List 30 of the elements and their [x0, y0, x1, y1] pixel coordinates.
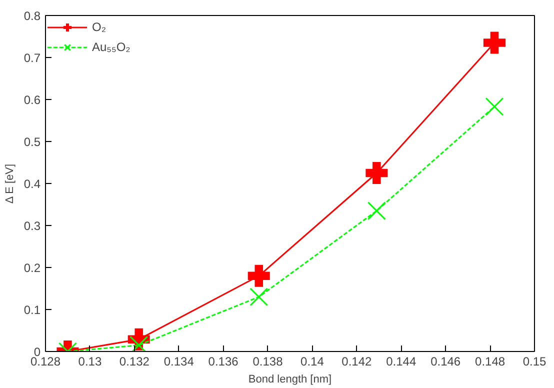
x-tick-label: 0.136: [208, 354, 239, 368]
x-axis-title: Bond length [nm]: [248, 374, 332, 386]
x-tick-label: 0.13: [78, 354, 102, 368]
x-tick-label: 0.138: [252, 354, 284, 368]
legend-label: O₂: [92, 20, 107, 34]
x-tick-label: 0.146: [430, 354, 461, 368]
y-tick-label: 0.4: [24, 177, 41, 191]
x-tick-label: 0.128: [30, 354, 61, 368]
x-tick-label: 0.132: [119, 354, 150, 368]
x-tick-label: 0.134: [164, 354, 194, 368]
y-tick-label: 0.1: [24, 303, 41, 317]
x-tick-label: 0.142: [342, 354, 372, 368]
x-tick-label: 0.15: [522, 354, 547, 368]
x-tick-label: 0.14: [300, 354, 324, 368]
y-tick-label: 0.5: [24, 135, 41, 149]
y-tick-label: 0.3: [24, 219, 41, 233]
y-tick-label: 0.6: [24, 93, 41, 107]
point: [250, 288, 268, 306]
point: [366, 162, 388, 184]
point: [248, 264, 270, 287]
x-tick-label: 0.148: [475, 354, 506, 368]
y-tick-label: 0.8: [24, 9, 41, 23]
x-tick-label: 0.144: [386, 354, 416, 368]
y-tick-label: 0.7: [24, 51, 41, 65]
legend-label: Au₅₅O₂: [92, 40, 130, 54]
point: [483, 32, 506, 54]
point: [367, 202, 386, 220]
y-axis-title: Δ E [eV]: [4, 164, 16, 204]
y-tick-label: 0.2: [24, 261, 41, 275]
point: [485, 97, 504, 116]
